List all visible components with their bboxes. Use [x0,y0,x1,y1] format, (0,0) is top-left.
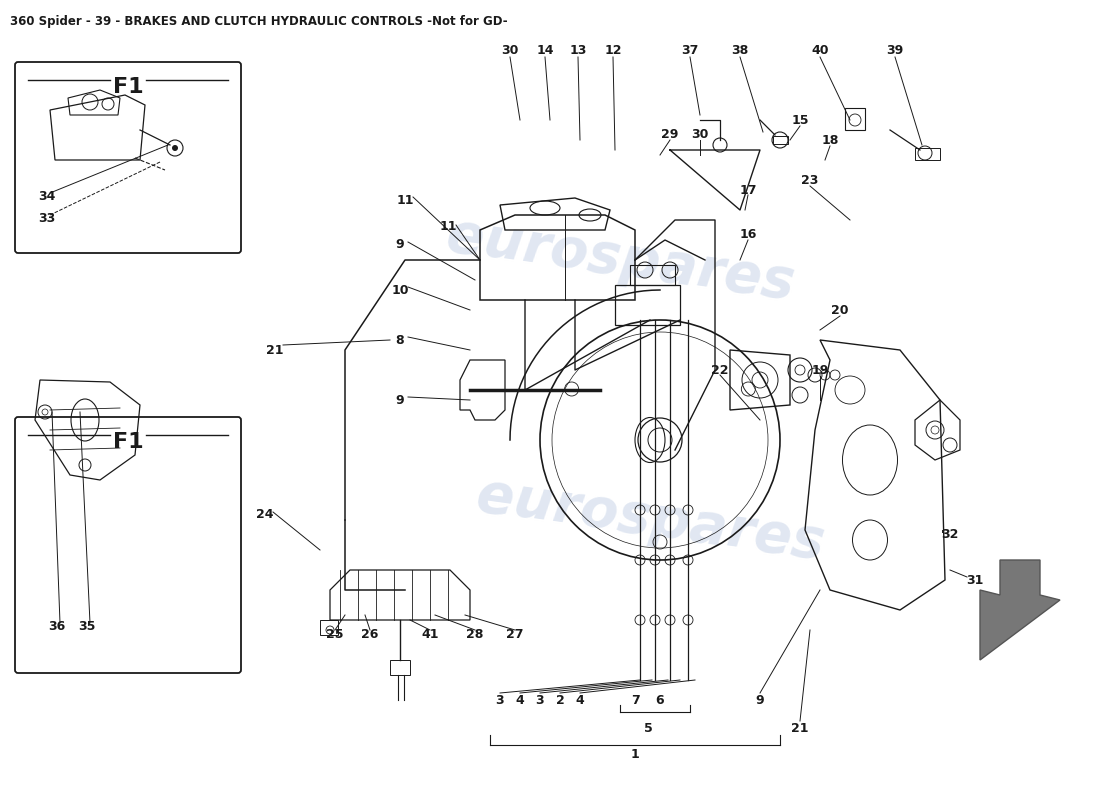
Text: 14: 14 [537,43,553,57]
Text: 9: 9 [756,694,764,706]
Text: 19: 19 [812,363,828,377]
Text: 9: 9 [396,394,405,406]
Text: 26: 26 [361,629,378,642]
Text: 23: 23 [801,174,818,186]
Text: F1: F1 [112,432,143,452]
Text: 15: 15 [791,114,808,126]
Bar [845,108,865,130]
Text: 3: 3 [536,694,544,706]
Text: 4: 4 [516,694,525,706]
Text: 27: 27 [506,629,524,642]
FancyBboxPatch shape [15,62,241,253]
Text: 11: 11 [440,220,458,233]
Bar [390,660,410,675]
Text: 5: 5 [644,722,652,734]
Text: 40: 40 [812,43,828,57]
Text: eurospares: eurospares [442,209,798,311]
Text: 21: 21 [791,722,808,734]
Text: 6: 6 [656,694,664,706]
Bar [630,265,675,285]
Text: 29: 29 [661,129,679,142]
Text: 2: 2 [556,694,564,706]
Text: F1: F1 [112,77,143,97]
Polygon shape [980,560,1060,660]
Text: 33: 33 [39,212,55,225]
Bar [773,136,788,144]
Text: 30: 30 [691,129,708,142]
Text: 16: 16 [739,229,757,242]
Text: 18: 18 [822,134,838,146]
Text: 31: 31 [966,574,983,586]
Text: 41: 41 [421,629,439,642]
Text: 17: 17 [739,183,757,197]
Bar [915,148,940,160]
Text: 1: 1 [630,749,639,762]
Text: 34: 34 [39,190,55,203]
Text: 30: 30 [502,43,519,57]
Text: eurospares: eurospares [473,469,827,571]
Text: 4: 4 [575,694,584,706]
Text: 12: 12 [604,43,622,57]
Text: 35: 35 [78,620,96,633]
Text: 37: 37 [681,43,698,57]
Text: 360 Spider - 39 - BRAKES AND CLUTCH HYDRAULIC CONTROLS -Not for GD-: 360 Spider - 39 - BRAKES AND CLUTCH HYDR… [10,15,507,28]
Circle shape [172,145,178,151]
Text: 38: 38 [732,43,749,57]
Text: 28: 28 [466,629,484,642]
Bar [320,620,338,635]
Bar [615,285,680,325]
Text: 9: 9 [396,238,405,251]
Text: 10: 10 [392,283,409,297]
Text: 11: 11 [396,194,414,206]
Text: 25: 25 [327,629,343,642]
Text: 7: 7 [630,694,639,706]
Text: 36: 36 [48,620,65,633]
Text: 24: 24 [256,509,274,522]
Text: 8: 8 [396,334,405,346]
Text: 32: 32 [942,529,959,542]
Text: 13: 13 [570,43,586,57]
Text: 3: 3 [496,694,504,706]
FancyBboxPatch shape [15,417,241,673]
Text: 21: 21 [266,343,284,357]
Text: 20: 20 [832,303,849,317]
Text: 39: 39 [887,43,903,57]
Text: 22: 22 [712,363,728,377]
